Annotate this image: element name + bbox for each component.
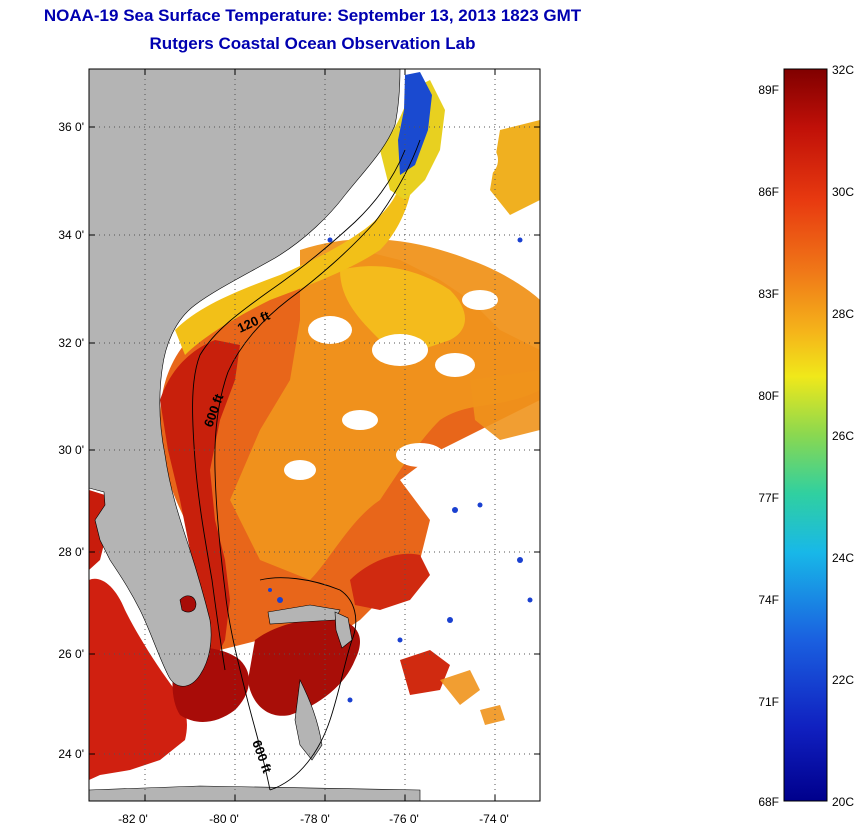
sst-field-north-coast-cold [398, 72, 432, 175]
lon-tick-label: -78 0' [300, 812, 330, 826]
colorbar-fahrenheit-label: 83F [758, 287, 779, 301]
colorbar-celsius-label: 24C [832, 551, 854, 565]
lat-ticks [89, 126, 540, 755]
colorbar-fahrenheit-label: 71F [758, 695, 779, 709]
colorbar-fahrenheit-label: 80F [758, 389, 779, 403]
colorbar-fahrenheit-label: 77F [758, 491, 779, 505]
sst-field-northeast-patches [490, 120, 540, 215]
sst-field-florida-east-red [160, 340, 240, 660]
map-subtitle: Rutgers Coastal Ocean Observation Lab [149, 34, 476, 53]
lat-tick-label: 34 0' [58, 228, 84, 242]
sst-field-bahamas-hot [248, 618, 360, 716]
land-masses [89, 69, 421, 801]
colorbar-celsius-label: 22C [832, 673, 854, 687]
lon-ticks [144, 69, 496, 801]
colorbar-fahrenheit-label: 86F [758, 185, 779, 199]
colorbar-celsius-label: 26C [832, 429, 854, 443]
colorbar-celsius-label: 32C [832, 63, 854, 77]
lat-tick-label: 36 0' [58, 120, 84, 134]
contour-bahamas [259, 577, 357, 791]
map-area [89, 69, 540, 801]
lon-tick-label: -76 0' [389, 812, 419, 826]
lat-tick-label: 32 0' [58, 336, 84, 350]
lat-tick-label: 26 0' [58, 647, 84, 661]
colorbar [783, 68, 828, 802]
land-southeast-us [89, 69, 401, 687]
colorbar-celsius-label: 20C [832, 795, 854, 809]
bathymetry-contours [192, 139, 421, 791]
land-abaco [334, 611, 353, 649]
map-title: NOAA-19 Sea Surface Temperature: Septemb… [43, 6, 582, 25]
contour-120ft [192, 149, 406, 671]
graticule [89, 69, 540, 801]
lon-tick-label: -82 0' [118, 812, 148, 826]
land-andros-island [294, 678, 323, 761]
lat-tick-label: 28 0' [58, 545, 84, 559]
sst-field-carolina-yellow [175, 185, 410, 355]
sst-field-offshore-orange-east [440, 370, 540, 725]
sst-field-gulf-red [89, 578, 187, 780]
colorbar-fahrenheit-label: 89F [758, 83, 779, 97]
colorbar-fahrenheit-label: 74F [758, 593, 779, 607]
colorbar-celsius-label: 30C [832, 185, 854, 199]
lon-tick-label: -74 0' [479, 812, 509, 826]
lake-okeechobee [179, 595, 197, 613]
map-frame [88, 68, 541, 802]
lat-tick-label: 24 0' [58, 747, 84, 761]
colorbar-fahrenheit-label: 68F [758, 795, 779, 809]
land-cuba [89, 785, 421, 801]
sst-cloud-gaps [284, 138, 538, 670]
contour-600ft [214, 139, 421, 791]
lat-tick-label: 30 0' [58, 443, 84, 457]
sst-field-east-red-patches [350, 553, 450, 695]
colorbar-celsius-label: 28C [832, 307, 854, 321]
land-grand-bahama [267, 604, 341, 625]
sst-field-offshore-yellow [340, 266, 465, 352]
lon-tick-label: -80 0' [209, 812, 239, 826]
